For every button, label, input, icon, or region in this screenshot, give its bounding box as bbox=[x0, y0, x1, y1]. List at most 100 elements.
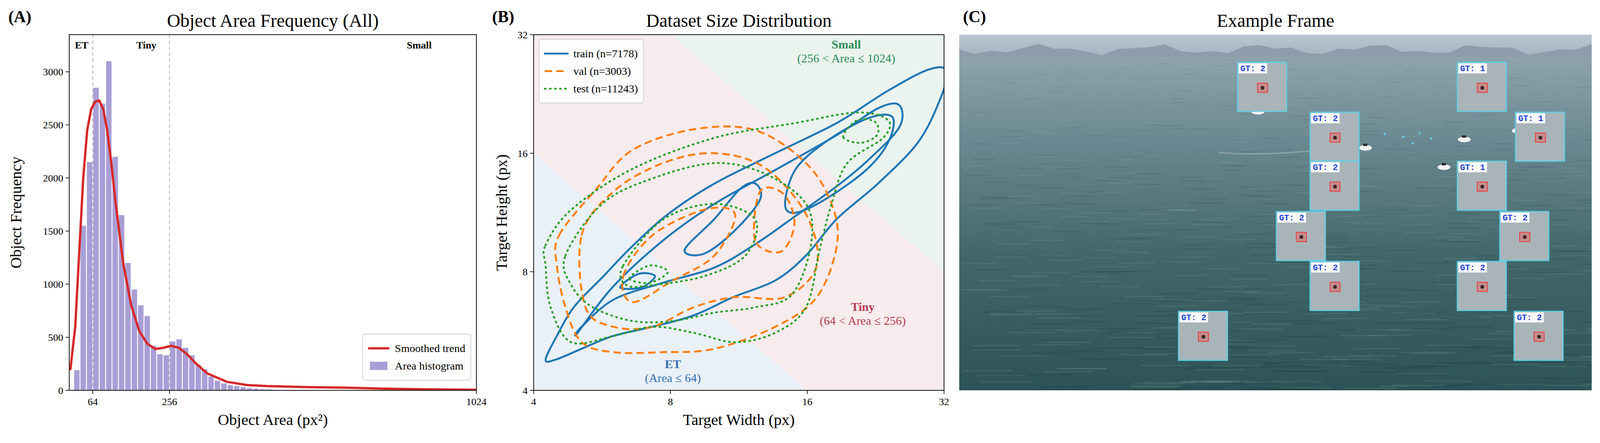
wave bbox=[1173, 366, 1222, 368]
wave bbox=[1570, 199, 1592, 201]
x-axis-title: Target Width (px) bbox=[682, 410, 795, 429]
legend-label: val (n=3003) bbox=[573, 65, 632, 78]
hist-bar bbox=[93, 87, 99, 391]
wave bbox=[1079, 220, 1109, 223]
wave bbox=[1446, 239, 1479, 241]
wave bbox=[1347, 246, 1380, 249]
inset-box bbox=[1310, 112, 1360, 162]
wave bbox=[1226, 69, 1238, 71]
wave bbox=[1239, 328, 1283, 330]
wave bbox=[1187, 188, 1213, 189]
wave bbox=[1067, 320, 1110, 323]
x-tick-label: 16 bbox=[802, 395, 813, 408]
inset: GT: 2 bbox=[1499, 211, 1549, 261]
inset: GT: 2 bbox=[1237, 62, 1287, 112]
wave bbox=[1105, 166, 1128, 168]
wave bbox=[1219, 169, 1243, 171]
target-box bbox=[1477, 282, 1488, 292]
wave bbox=[1158, 159, 1181, 161]
wave bbox=[1033, 271, 1070, 274]
wave bbox=[1585, 328, 1592, 330]
boat-cabin bbox=[1461, 135, 1467, 138]
wave bbox=[1269, 261, 1305, 263]
wave bbox=[1585, 178, 1592, 180]
wave bbox=[1170, 98, 1185, 100]
wave bbox=[1416, 187, 1443, 189]
wave bbox=[1182, 235, 1214, 238]
wave bbox=[1129, 146, 1150, 148]
wave bbox=[1037, 162, 1060, 165]
legend: train (n=7178)val (n=3003)test (n=11243) bbox=[539, 39, 644, 103]
inset: GT: 1 bbox=[1457, 62, 1507, 112]
wave bbox=[1355, 260, 1391, 262]
wave bbox=[1039, 156, 1061, 157]
wave bbox=[1292, 322, 1336, 325]
wave bbox=[1307, 312, 1349, 315]
hist-bar bbox=[214, 380, 221, 391]
wave bbox=[1124, 295, 1164, 298]
wave bbox=[1301, 358, 1349, 361]
wave bbox=[1062, 125, 1081, 127]
wave bbox=[1387, 249, 1421, 251]
wave bbox=[1576, 238, 1592, 239]
wave bbox=[1000, 126, 1019, 127]
wave bbox=[1087, 107, 1103, 109]
wave bbox=[1240, 133, 1259, 135]
wave bbox=[1168, 66, 1179, 67]
wave bbox=[976, 147, 998, 149]
wave bbox=[1449, 227, 1480, 229]
wave bbox=[1258, 137, 1278, 139]
y-tick-label: 1500 bbox=[42, 225, 64, 237]
wave bbox=[1493, 148, 1515, 150]
wave bbox=[1158, 205, 1186, 208]
wave bbox=[1443, 121, 1462, 123]
kde-contour bbox=[619, 272, 656, 289]
wave bbox=[1245, 292, 1285, 295]
wave bbox=[1365, 295, 1405, 297]
wave bbox=[1530, 166, 1554, 168]
wave bbox=[1111, 237, 1144, 240]
target bbox=[1333, 284, 1337, 289]
wave bbox=[1233, 353, 1280, 356]
wave bbox=[1068, 195, 1095, 197]
wave bbox=[1401, 224, 1432, 226]
inset-label: GT: 1 bbox=[1460, 162, 1486, 173]
wave bbox=[1534, 96, 1549, 98]
y-tick-label: 1000 bbox=[42, 278, 64, 290]
wave bbox=[1232, 274, 1270, 277]
wave bbox=[1135, 314, 1178, 317]
target bbox=[1333, 184, 1337, 189]
wave bbox=[1547, 245, 1581, 247]
wave bbox=[979, 280, 1017, 282]
hist-bar bbox=[157, 354, 163, 391]
hist-bar bbox=[240, 386, 247, 391]
size-region bbox=[533, 34, 945, 272]
wave bbox=[1206, 99, 1221, 100]
inset-label-bg bbox=[1458, 262, 1487, 273]
wave bbox=[1058, 69, 1070, 71]
wave bbox=[1130, 385, 1181, 388]
wave bbox=[1038, 73, 1050, 75]
wave bbox=[976, 373, 1026, 376]
wave bbox=[1157, 305, 1198, 307]
wave bbox=[1050, 230, 1082, 233]
wave bbox=[1470, 338, 1515, 339]
wave bbox=[1022, 283, 1060, 286]
wave bbox=[1040, 133, 1059, 135]
wave bbox=[1589, 193, 1592, 196]
wave bbox=[964, 174, 989, 176]
wave bbox=[1056, 168, 1080, 169]
threshold-line bbox=[92, 34, 94, 391]
wave bbox=[1401, 351, 1448, 353]
wave bbox=[1178, 90, 1193, 92]
wave bbox=[1228, 141, 1249, 143]
wave bbox=[1221, 290, 1261, 293]
wave bbox=[973, 348, 1020, 351]
wave bbox=[1326, 360, 1374, 362]
wave bbox=[1194, 223, 1225, 226]
wave bbox=[1401, 289, 1441, 292]
hist-bar bbox=[221, 383, 227, 391]
wave bbox=[1203, 219, 1233, 221]
y-tick-label: 16 bbox=[517, 147, 528, 160]
wave bbox=[1534, 271, 1571, 273]
